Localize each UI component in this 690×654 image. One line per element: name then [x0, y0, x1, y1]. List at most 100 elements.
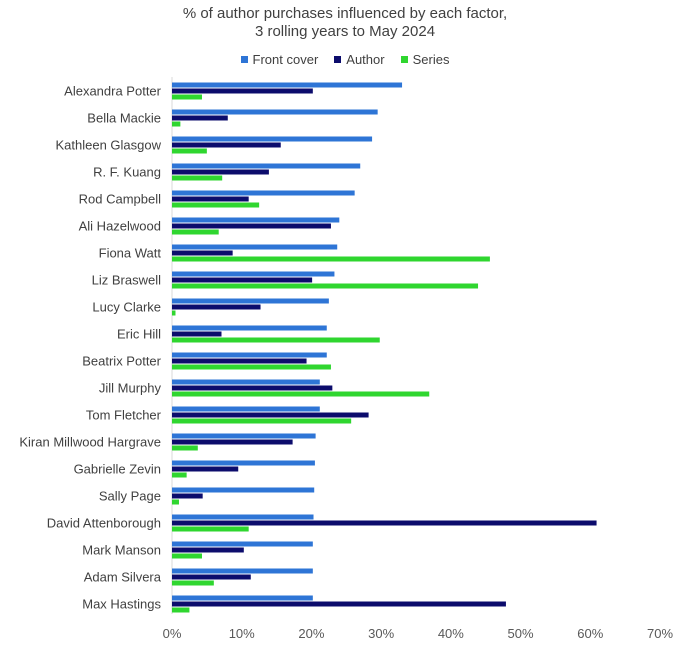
bar-author-tom-fletcher	[172, 412, 369, 418]
bar-author-gabrielle-zevin	[172, 466, 239, 472]
bar-author-jill-murphy	[172, 385, 333, 391]
bar-front-cover-lucy-clarke	[172, 298, 329, 304]
bar-author-r-f-kuang	[172, 169, 269, 175]
bar-front-cover-r-f-kuang	[172, 163, 361, 169]
bar-front-cover-alexandra-potter	[172, 82, 403, 88]
category-label-rod-campbell: Rod Campbell	[79, 192, 161, 207]
bar-front-cover-fiona-watt	[172, 244, 338, 250]
bar-series-max-hastings	[172, 607, 190, 613]
x-tick-label: 30%	[368, 626, 394, 641]
bar-front-cover-mark-manson	[172, 541, 313, 547]
category-label-kiran-millwood-hargrave: Kiran Millwood Hargrave	[19, 435, 161, 450]
category-label-fiona-watt: Fiona Watt	[99, 246, 162, 261]
bar-author-david-attenborough	[172, 520, 597, 526]
category-label-lucy-clarke: Lucy Clarke	[92, 300, 161, 315]
category-label-bella-mackie: Bella Mackie	[87, 111, 161, 126]
bar-front-cover-jill-murphy	[172, 379, 320, 385]
x-tick-label: 0%	[163, 626, 182, 641]
category-label-liz-braswell: Liz Braswell	[92, 273, 161, 288]
bar-series-ali-hazelwood	[172, 229, 219, 235]
category-label-jill-murphy: Jill Murphy	[99, 381, 162, 396]
bar-series-jill-murphy	[172, 391, 430, 397]
bar-series-adam-silvera	[172, 580, 214, 586]
bar-series-alexandra-potter	[172, 94, 202, 100]
category-label-sally-page: Sally Page	[99, 489, 161, 504]
bar-series-beatrix-potter	[172, 364, 331, 370]
bar-series-kiran-millwood-hargrave	[172, 445, 198, 451]
bar-author-lucy-clarke	[172, 304, 261, 310]
bar-series-tom-fletcher	[172, 418, 352, 424]
legend-label-series: Series	[412, 52, 450, 67]
bar-author-alexandra-potter	[172, 88, 313, 94]
bar-front-cover-kiran-millwood-hargrave	[172, 433, 316, 439]
bar-author-ali-hazelwood	[172, 223, 331, 229]
legend-label-author: Author	[346, 52, 385, 67]
bar-front-cover-kathleen-glasgow	[172, 136, 373, 142]
bar-series-liz-braswell	[172, 283, 479, 289]
category-label-kathleen-glasgow: Kathleen Glasgow	[55, 138, 161, 153]
bar-front-cover-bella-mackie	[172, 109, 378, 115]
category-label-alexandra-potter: Alexandra Potter	[64, 84, 162, 99]
bar-author-eric-hill	[172, 331, 222, 337]
bar-series-eric-hill	[172, 337, 380, 343]
bar-series-gabrielle-zevin	[172, 472, 187, 478]
bar-author-mark-manson	[172, 547, 244, 553]
legend-item-front-cover: Front cover	[240, 52, 319, 67]
x-tick-label: 70%	[647, 626, 673, 641]
x-tick-label: 50%	[508, 626, 534, 641]
bar-author-max-hastings	[172, 601, 506, 607]
bar-series-r-f-kuang	[172, 175, 223, 181]
bar-front-cover-max-hastings	[172, 595, 313, 601]
bar-series-sally-page	[172, 499, 179, 505]
category-label-eric-hill: Eric Hill	[117, 327, 161, 342]
bar-author-beatrix-potter	[172, 358, 307, 364]
category-label-r-f-kuang: R. F. Kuang	[93, 165, 161, 180]
bar-series-fiona-watt	[172, 256, 490, 262]
bar-author-fiona-watt	[172, 250, 233, 256]
bar-series-mark-manson	[172, 553, 202, 559]
bar-series-kathleen-glasgow	[172, 148, 207, 154]
legend-swatch-front-cover	[240, 56, 248, 63]
x-tick-label: 20%	[298, 626, 324, 641]
chart-subtitle: 3 rolling years to May 2024	[254, 23, 436, 40]
legend-swatch-author	[334, 56, 342, 63]
category-label-tom-fletcher: Tom Fletcher	[86, 408, 162, 423]
category-label-david-attenborough: David Attenborough	[47, 516, 161, 531]
bar-front-cover-gabrielle-zevin	[172, 460, 315, 466]
x-tick-label: 60%	[577, 626, 603, 641]
bar-author-kathleen-glasgow	[172, 142, 281, 148]
legend-item-author: Author	[334, 52, 385, 67]
category-label-max-hastings: Max Hastings	[82, 597, 161, 612]
x-tick-label: 40%	[438, 626, 464, 641]
legend: Front cover Author Series	[0, 52, 690, 67]
bar-front-cover-liz-braswell	[172, 271, 335, 277]
bar-front-cover-ali-hazelwood	[172, 217, 340, 223]
legend-label-front-cover: Front cover	[252, 52, 319, 67]
chart-title: % of author purchases influenced by each…	[182, 5, 508, 22]
bar-author-adam-silvera	[172, 574, 251, 580]
category-label-beatrix-potter: Beatrix Potter	[82, 354, 161, 369]
bar-author-bella-mackie	[172, 115, 228, 121]
bar-series-david-attenborough	[172, 526, 249, 532]
category-label-mark-manson: Mark Manson	[82, 543, 161, 558]
bar-author-sally-page	[172, 493, 203, 499]
bar-front-cover-adam-silvera	[172, 568, 313, 574]
x-tick-label: 10%	[229, 626, 255, 641]
bar-front-cover-beatrix-potter	[172, 352, 327, 358]
bar-front-cover-eric-hill	[172, 325, 327, 331]
category-label-ali-hazelwood: Ali Hazelwood	[79, 219, 161, 234]
bar-author-liz-braswell	[172, 277, 313, 283]
bar-front-cover-david-attenborough	[172, 514, 314, 520]
bar-front-cover-sally-page	[172, 487, 315, 493]
bar-author-kiran-millwood-hargrave	[172, 439, 293, 445]
legend-swatch-series	[400, 56, 408, 63]
bar-series-rod-campbell	[172, 202, 260, 208]
category-label-gabrielle-zevin: Gabrielle Zevin	[74, 462, 161, 477]
bar-series-bella-mackie	[172, 121, 181, 127]
bar-front-cover-tom-fletcher	[172, 406, 320, 412]
bar-series-lucy-clarke	[172, 310, 176, 316]
legend-item-series: Series	[400, 52, 450, 67]
bar-front-cover-rod-campbell	[172, 190, 355, 196]
